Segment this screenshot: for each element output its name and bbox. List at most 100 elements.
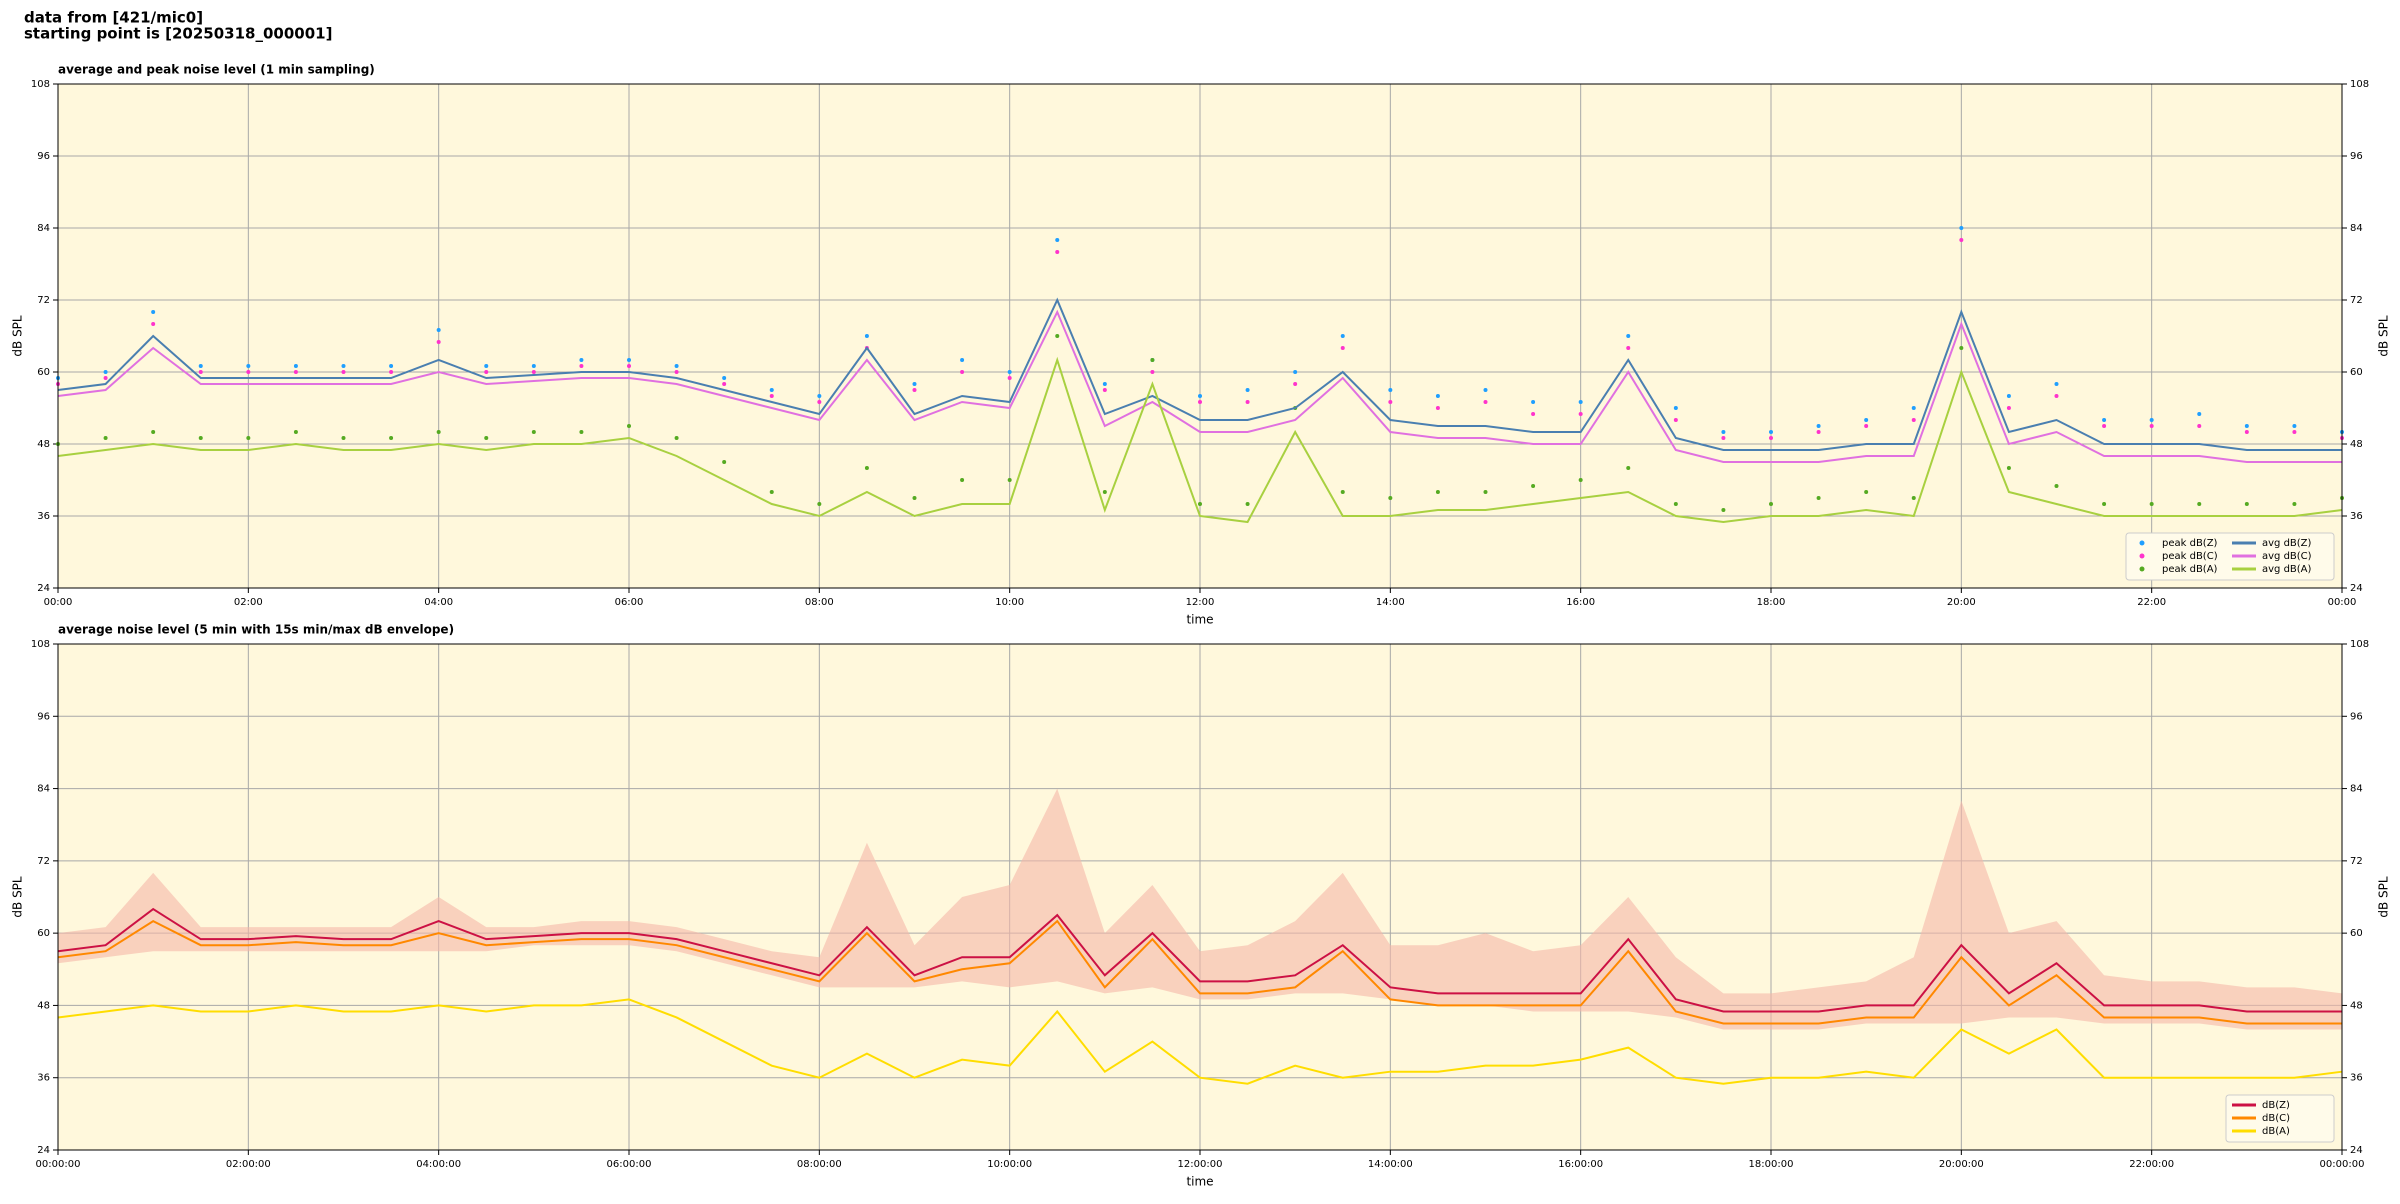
peak-point bbox=[2102, 418, 2107, 422]
peak-point bbox=[484, 436, 489, 440]
peak-point bbox=[960, 370, 965, 374]
x-tick-label: 00:00:00 bbox=[36, 1159, 81, 1170]
series-line bbox=[57, 309, 2342, 463]
chart-title: average noise level (5 min with 15s min/… bbox=[58, 623, 454, 637]
legend-label: dB(A) bbox=[2262, 1126, 2290, 1137]
y-tick-label: 84 bbox=[37, 784, 50, 795]
peak-point bbox=[1007, 370, 1012, 374]
peak-point bbox=[2054, 394, 2059, 398]
peak-point bbox=[293, 364, 298, 368]
peak-point bbox=[1102, 490, 1107, 494]
peak-point bbox=[1864, 418, 1869, 422]
y2-axis-label: dB SPL bbox=[2377, 876, 2391, 918]
peak-point bbox=[817, 502, 822, 506]
peak-point bbox=[1531, 484, 1536, 488]
peak-point bbox=[1578, 400, 1583, 404]
peak-point bbox=[1293, 370, 1298, 374]
peak-point bbox=[436, 340, 441, 344]
peak-point bbox=[341, 436, 346, 440]
legend-label: avg dB(A) bbox=[2262, 564, 2312, 575]
legend-label: peak dB(C) bbox=[2162, 551, 2218, 562]
peak-point bbox=[912, 388, 917, 392]
peak-point bbox=[627, 364, 631, 368]
y2-tick-label: 84 bbox=[2350, 784, 2363, 795]
y-tick-label: 72 bbox=[37, 856, 50, 867]
series-line bbox=[57, 998, 2343, 1085]
x-tick-label: 10:00 bbox=[995, 597, 1024, 608]
peak-point bbox=[1769, 430, 1773, 434]
peak-point bbox=[1483, 490, 1488, 494]
x-tick-label: 12:00:00 bbox=[1178, 1159, 1223, 1170]
peak-point bbox=[722, 376, 727, 380]
y-axis-label: dB SPL bbox=[11, 315, 25, 357]
peak-point bbox=[960, 478, 965, 482]
peak-point bbox=[1816, 496, 1821, 500]
y-tick-label: 108 bbox=[31, 639, 50, 650]
peak-point bbox=[246, 436, 251, 440]
peak-point bbox=[1864, 424, 1869, 428]
peak-point bbox=[246, 364, 251, 368]
x-tick-label: 00:00:00 bbox=[2320, 1159, 2365, 1170]
peak-point bbox=[1245, 388, 1250, 392]
peak-point bbox=[1816, 424, 1821, 428]
peak-point bbox=[198, 370, 203, 374]
y-tick-label: 36 bbox=[37, 1073, 50, 1084]
peak-point bbox=[2054, 484, 2059, 488]
x-tick-label: 10:00:00 bbox=[987, 1159, 1032, 1170]
peak-point bbox=[769, 388, 774, 392]
y-tick-label: 24 bbox=[37, 583, 50, 594]
x-tick-label: 08:00:00 bbox=[797, 1159, 842, 1170]
x-tick-label: 04:00:00 bbox=[416, 1159, 461, 1170]
y-tick-label: 108 bbox=[31, 79, 50, 90]
peak-point bbox=[246, 370, 251, 374]
peak-point bbox=[1531, 412, 1536, 416]
y2-tick-label: 60 bbox=[2350, 928, 2363, 939]
peak-point bbox=[1578, 478, 1583, 482]
peak-point bbox=[1673, 406, 1678, 410]
x-tick-label: 02:00 bbox=[234, 597, 263, 608]
peak-point bbox=[2197, 412, 2202, 416]
x-tick-label: 16:00 bbox=[1566, 597, 1595, 608]
peak-point bbox=[103, 376, 108, 380]
peak-point bbox=[722, 382, 727, 386]
peak-point bbox=[1531, 400, 1536, 404]
x-axis-label: time bbox=[1186, 1175, 1213, 1189]
y-tick-label: 48 bbox=[37, 439, 50, 450]
peak-point bbox=[1150, 370, 1155, 374]
peak-point bbox=[531, 370, 536, 374]
peak-point bbox=[864, 334, 869, 338]
peak-point bbox=[1769, 502, 1773, 506]
series-line bbox=[57, 297, 2342, 451]
peak-point bbox=[1340, 490, 1345, 494]
peak-point bbox=[1911, 418, 1916, 422]
peak-point bbox=[579, 430, 584, 434]
peak-point bbox=[151, 322, 156, 326]
y2-tick-label: 108 bbox=[2350, 639, 2369, 650]
peak-point bbox=[674, 370, 679, 374]
legend-label: peak dB(A) bbox=[2162, 564, 2218, 575]
peak-point bbox=[1959, 226, 1964, 230]
peak-point bbox=[1673, 418, 1678, 422]
peak-point bbox=[2292, 430, 2297, 434]
x-tick-label: 06:00:00 bbox=[607, 1159, 652, 1170]
legend-label: dB(Z) bbox=[2262, 1100, 2290, 1111]
peak-point bbox=[2149, 424, 2154, 428]
peak-point bbox=[817, 394, 822, 398]
peak-point bbox=[1055, 334, 1060, 338]
x-tick-label: 22:00 bbox=[2137, 597, 2166, 608]
y-tick-label: 36 bbox=[37, 511, 50, 522]
peak-point bbox=[2102, 502, 2107, 506]
series-line bbox=[57, 356, 2343, 524]
peak-point bbox=[389, 436, 394, 440]
peak-point bbox=[2292, 502, 2297, 506]
y-tick-label: 72 bbox=[37, 295, 50, 306]
peak-point bbox=[912, 382, 917, 386]
peak-point bbox=[484, 364, 489, 368]
peak-point bbox=[1198, 400, 1202, 404]
y2-tick-label: 36 bbox=[2350, 511, 2363, 522]
peak-point bbox=[1721, 508, 1726, 512]
peak-point bbox=[531, 430, 536, 434]
peak-point bbox=[1769, 436, 1773, 440]
peak-point bbox=[2006, 406, 2011, 410]
